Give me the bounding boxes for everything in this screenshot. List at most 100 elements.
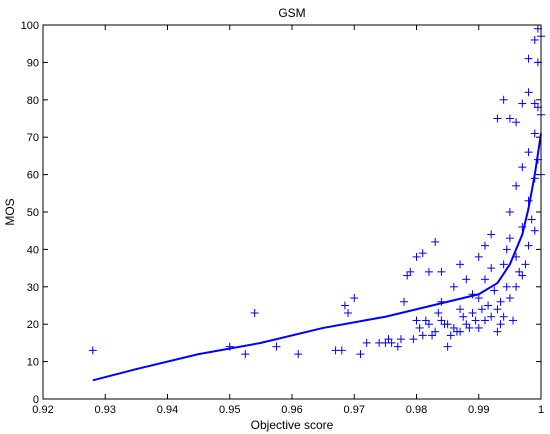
x-tick-label: 0.99: [468, 404, 489, 416]
x-tick-label: 0.92: [32, 404, 53, 416]
data-point-plus-marker: [512, 282, 521, 291]
data-point-plus-marker: [505, 294, 514, 303]
fitted-curve-line: [92, 133, 542, 382]
data-point-plus-marker: [499, 95, 508, 104]
chart-title: GSM: [278, 6, 305, 20]
data-point-plus-marker: [418, 331, 427, 340]
y-tick-label: 10: [27, 357, 39, 369]
data-point-plus-marker: [418, 249, 427, 258]
data-point-plus-marker: [434, 308, 443, 317]
data-point-plus-marker: [505, 114, 514, 123]
data-point-plus-marker: [356, 350, 365, 359]
data-point-plus-marker: [431, 237, 440, 246]
data-point-plus-marker: [527, 215, 536, 224]
data-point-plus-marker: [512, 181, 521, 190]
x-tick-label: 0.95: [219, 404, 240, 416]
data-point-plus-marker: [524, 54, 533, 63]
data-point-plus-marker: [487, 264, 496, 273]
data-point-plus-marker: [484, 301, 493, 310]
data-point-plus-marker: [340, 301, 349, 310]
data-point-plus-marker: [412, 316, 421, 325]
data-point-plus-marker: [471, 316, 480, 325]
data-point-plus-marker: [515, 267, 524, 276]
data-point-plus-marker: [396, 335, 405, 344]
x-tick-label: 0.93: [95, 404, 116, 416]
data-point-plus-marker: [446, 331, 455, 340]
data-point-plus-marker: [480, 275, 489, 284]
data-point-plus-marker: [524, 241, 533, 250]
y-tick-label: 40: [27, 244, 39, 256]
data-point-plus-marker: [502, 245, 511, 254]
data-point-plus-marker: [496, 297, 505, 306]
data-layer: [88, 24, 545, 382]
y-tick-label: 20: [27, 319, 39, 331]
data-point-plus-marker: [474, 323, 483, 332]
x-axis-label: Objective score: [251, 418, 334, 432]
data-point-plus-marker: [524, 148, 533, 157]
data-point-plus-marker: [409, 335, 418, 344]
data-point-plus-marker: [415, 323, 424, 332]
data-point-plus-marker: [452, 327, 461, 336]
data-point-plus-marker: [462, 275, 471, 284]
data-point-plus-marker: [88, 346, 97, 355]
data-point-plus-marker: [512, 118, 521, 127]
data-point-plus-marker: [428, 331, 437, 340]
data-point-plus-marker: [502, 282, 511, 291]
data-point-plus-marker: [468, 308, 477, 317]
data-point-plus-marker: [487, 312, 496, 321]
data-point-plus-marker: [350, 294, 359, 303]
y-tick-label: 90: [27, 57, 39, 69]
data-point-plus-marker: [493, 305, 502, 314]
data-point-plus-marker: [477, 305, 486, 314]
data-point-plus-marker: [499, 260, 508, 269]
data-point-plus-marker: [530, 35, 539, 44]
data-point-plus-marker: [406, 267, 415, 276]
data-point-plus-marker: [272, 342, 281, 351]
x-tick-label: 0.94: [157, 404, 178, 416]
y-axis-label: MOS: [3, 198, 17, 225]
y-tick-label: 80: [27, 95, 39, 107]
data-point-plus-marker: [387, 338, 396, 347]
data-point-plus-marker: [424, 267, 433, 276]
data-point-plus-marker: [493, 327, 502, 336]
data-point-plus-marker: [250, 308, 259, 317]
data-point-plus-marker: [294, 350, 303, 359]
plot-frame: [42, 24, 542, 400]
data-point-plus-marker: [521, 260, 530, 269]
y-tick-label: 0: [33, 394, 39, 406]
data-point-plus-marker: [493, 114, 502, 123]
data-point-plus-marker: [437, 267, 446, 276]
data-point-plus-marker: [518, 99, 527, 108]
data-point-plus-marker: [440, 320, 449, 329]
data-point-plus-marker: [518, 163, 527, 172]
data-point-plus-marker: [505, 234, 514, 243]
y-tick-label: 50: [27, 207, 39, 219]
x-tick-label: 1: [538, 404, 544, 416]
data-point-plus-marker: [344, 308, 353, 317]
data-point-plus-marker: [456, 260, 465, 269]
x-tick-label: 0.97: [344, 404, 365, 416]
data-point-plus-marker: [496, 320, 505, 329]
axis-ticks-layer: 0.92 0.93 0.94 0.95 0.96 0.97 0.98 0.99 10102030…: [21, 20, 544, 416]
y-tick-label: 30: [27, 282, 39, 294]
data-point-plus-marker: [480, 241, 489, 250]
data-point-plus-marker: [449, 282, 458, 291]
data-point-plus-marker: [337, 346, 346, 355]
data-point-plus-marker: [241, 350, 250, 359]
data-point-plus-marker: [465, 323, 474, 332]
x-tick-label: 0.96: [281, 404, 302, 416]
y-tick-label: 60: [27, 170, 39, 182]
data-point-plus-marker: [412, 252, 421, 261]
data-point-plus-marker: [474, 252, 483, 261]
data-point-plus-marker: [400, 297, 409, 306]
data-point-plus-marker: [530, 226, 539, 235]
data-point-plus-marker: [443, 342, 452, 351]
data-point-plus-marker: [505, 208, 514, 216]
x-tick-label: 0.98: [406, 404, 427, 416]
data-point-plus-marker: [362, 338, 371, 347]
data-point-plus-marker: [456, 305, 465, 314]
data-point-plus-marker: [524, 88, 533, 97]
data-point-plus-marker: [487, 230, 496, 239]
